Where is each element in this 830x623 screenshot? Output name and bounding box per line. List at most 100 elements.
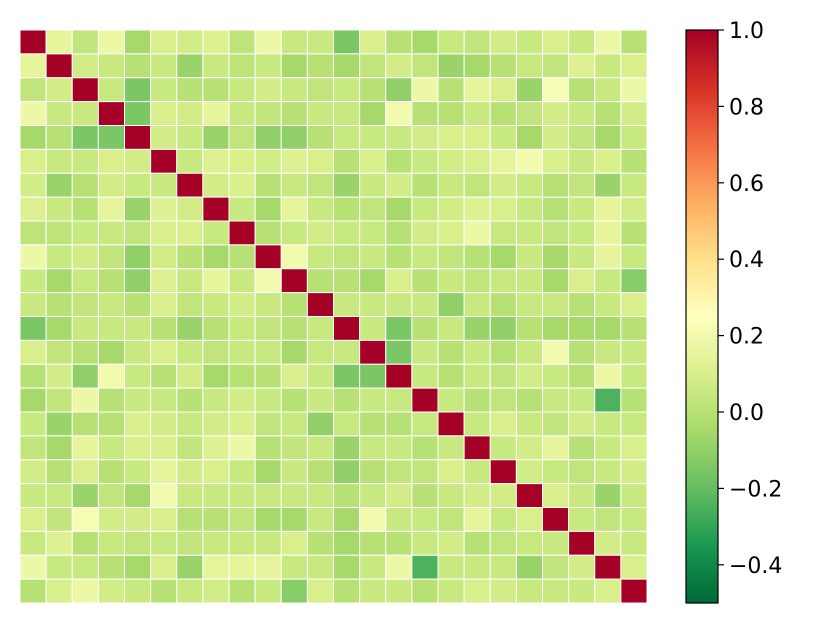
- heatmap-cell-r20-c22: [594, 507, 622, 532]
- heatmap-cell-r16-c22: [594, 411, 622, 437]
- heatmap-cell-r3-c18: [489, 101, 517, 127]
- heatmap-cell-r4-c21: [568, 125, 596, 150]
- heatmap-cell-r14-c18: [489, 363, 517, 389]
- heatmap-cell-r11-c6: [176, 292, 204, 318]
- heatmap-cell-r21-c2: [71, 530, 99, 556]
- heatmap-cell-r6-c8: [228, 172, 256, 198]
- heatmap-cell-r22-c22: [594, 554, 622, 580]
- heatmap-cell-r5-c16: [437, 148, 465, 174]
- heatmap-cell-r15-c22: [594, 387, 622, 413]
- heatmap-cell-r20-c15: [411, 507, 439, 532]
- heatmap-cell-r13-c22: [594, 339, 622, 365]
- heatmap-cell-r23-c0: [19, 578, 47, 604]
- heatmap-cell-r6-c5: [150, 172, 178, 198]
- heatmap-cell-r9-c17: [463, 244, 491, 270]
- heatmap-cell-r4-c15: [411, 125, 439, 150]
- heatmap-cell-r14-c23: [620, 363, 648, 389]
- heatmap-cell-r9-c7: [202, 244, 230, 270]
- heatmap-cell-r21-c8: [228, 530, 256, 556]
- heatmap-cell-r14-c20: [542, 363, 570, 389]
- heatmap-cell-r0-c10: [280, 29, 308, 55]
- heatmap-cell-r19-c10: [280, 483, 308, 509]
- heatmap-cell-r9-c5: [150, 244, 178, 270]
- heatmap-cell-r7-c7: [202, 196, 230, 222]
- heatmap-cell-r12-c9: [254, 316, 282, 341]
- heatmap-cell-r12-c15: [411, 316, 439, 341]
- heatmap-cell-r2-c8: [228, 77, 256, 103]
- heatmap-cell-r3-c1: [45, 101, 73, 127]
- heatmap-cell-r14-c11: [306, 363, 335, 389]
- heatmap-cell-r12-c0: [19, 316, 47, 341]
- heatmap-cell-r21-c9: [254, 530, 282, 556]
- heatmap-cell-r3-c13: [359, 101, 387, 127]
- heatmap-cell-r10-c8: [228, 268, 256, 294]
- heatmap-cell-r20-c3: [97, 507, 126, 532]
- heatmap-cell-r4-c10: [280, 125, 308, 150]
- heatmap-cell-r5-c19: [515, 148, 544, 174]
- heatmap-cell-r6-c4: [124, 172, 152, 198]
- heatmap-cell-r20-c5: [150, 507, 178, 532]
- heatmap-cell-r11-c19: [515, 292, 544, 318]
- heatmap-cell-r22-c8: [228, 554, 256, 580]
- heatmap-cell-r5-c1: [45, 148, 73, 174]
- heatmap-cell-r23-c1: [45, 578, 73, 604]
- heatmap-cell-r19-c14: [385, 483, 413, 509]
- heatmap-cell-r2-c13: [359, 77, 387, 103]
- colorbar-tick-label: 1.0: [729, 19, 764, 44]
- heatmap-cell-r22-c15: [411, 554, 439, 580]
- heatmap-cell-r12-c7: [202, 316, 230, 341]
- heatmap-cell-r23-c14: [385, 578, 413, 604]
- heatmap-cell-r5-c18: [489, 148, 517, 174]
- heatmap-cell-r2-c16: [437, 77, 465, 103]
- heatmap-cell-r15-c10: [280, 387, 308, 413]
- heatmap-cell-r8-c6: [176, 220, 204, 246]
- heatmap-cell-r0-c22: [594, 29, 622, 55]
- heatmap-cell-r21-c14: [385, 530, 413, 556]
- heatmap-cell-r2-c22: [594, 77, 622, 103]
- heatmap-cell-r3-c0: [19, 101, 47, 127]
- heatmap-cell-r5-c2: [71, 148, 99, 174]
- heatmap-cell-r18-c12: [333, 459, 361, 485]
- heatmap-cell-r16-c12: [333, 411, 361, 437]
- heatmap-cell-r7-c16: [437, 196, 465, 222]
- heatmap-cell-r23-c9: [254, 578, 282, 604]
- heatmap-cell-r16-c3: [97, 411, 126, 437]
- heatmap-cell-r9-c22: [594, 244, 622, 270]
- heatmap-cell-r20-c0: [19, 507, 47, 532]
- heatmap-cell-r14-c9: [254, 363, 282, 389]
- heatmap-cell-r8-c2: [71, 220, 99, 246]
- heatmap-cell-r17-c12: [333, 435, 361, 461]
- heatmap-cell-r1-c1: [45, 53, 73, 79]
- heatmap-cell-r15-c15: [411, 387, 439, 413]
- heatmap-cell-r11-c9: [254, 292, 282, 318]
- heatmap-cell-r3-c23: [620, 101, 648, 127]
- heatmap-cell-r21-c19: [515, 530, 544, 556]
- heatmap-cell-r15-c11: [306, 387, 335, 413]
- heatmap-cell-r12-c4: [124, 316, 152, 341]
- heatmap-cell-r18-c13: [359, 459, 387, 485]
- heatmap-cell-r4-c19: [515, 125, 544, 150]
- heatmap-cell-r6-c6: [176, 172, 204, 198]
- heatmap-cell-r10-c20: [542, 268, 570, 294]
- heatmap-cell-r14-c7: [202, 363, 230, 389]
- heatmap-cell-r20-c21: [568, 507, 596, 532]
- heatmap-cell-r0-c12: [333, 29, 361, 55]
- heatmap-cell-r7-c4: [124, 196, 152, 222]
- heatmap-cell-r13-c1: [45, 339, 73, 365]
- heatmap-cell-r18-c16: [437, 459, 465, 485]
- heatmap-cell-r1-c6: [176, 53, 204, 79]
- heatmap-cell-r11-c13: [359, 292, 387, 318]
- heatmap-cell-r4-c16: [437, 125, 465, 150]
- heatmap-cell-r17-c21: [568, 435, 596, 461]
- heatmap-cell-r23-c13: [359, 578, 387, 604]
- heatmap-cell-r10-c3: [97, 268, 126, 294]
- heatmap-cell-r22-c12: [333, 554, 361, 580]
- heatmap-cell-r9-c4: [124, 244, 152, 270]
- heatmap-cell-r23-c5: [150, 578, 178, 604]
- heatmap-cell-r20-c18: [489, 507, 517, 532]
- heatmap-cell-r7-c2: [71, 196, 99, 222]
- heatmap-cell-r3-c15: [411, 101, 439, 127]
- heatmap-cell-r4-c0: [19, 125, 47, 150]
- heatmap-cell-r0-c21: [568, 29, 596, 55]
- heatmap-cell-r23-c11: [306, 578, 335, 604]
